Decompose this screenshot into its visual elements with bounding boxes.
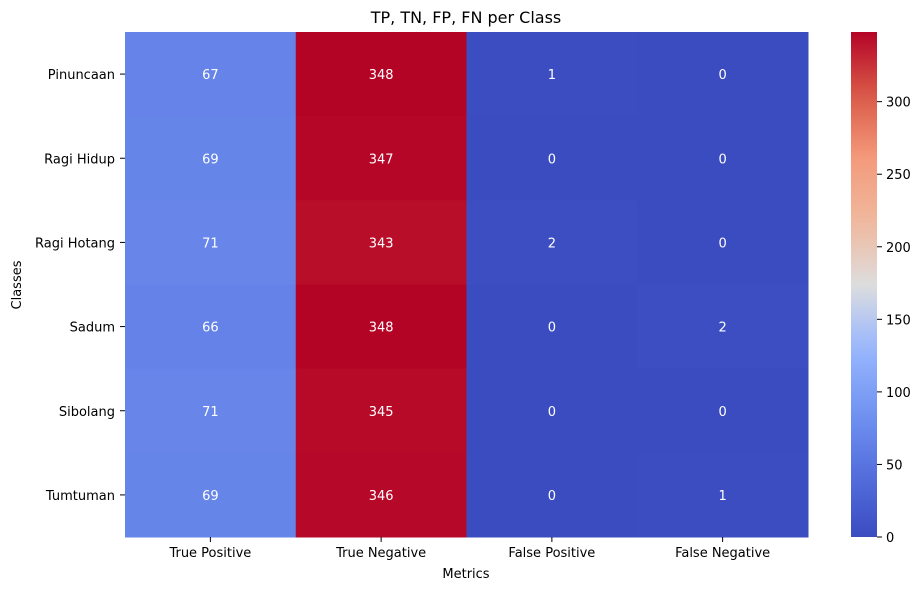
cell-value-label: 2 (548, 236, 556, 251)
heatmap-cell (295, 116, 467, 201)
cell-value-label: 343 (369, 236, 394, 251)
colorbar-tick-label: 200 (886, 241, 911, 256)
heatmap-cell (637, 284, 809, 370)
heatmap-cell-labels: 67 348 1 0 69 347 0 0 71 343 2 0 66 348 0 2 71 345 0 0 69 346… (202, 68, 727, 504)
cell-value-label: 1 (718, 489, 726, 504)
cell-value-label: 66 (202, 321, 219, 336)
cell-value-label: 67 (202, 68, 219, 83)
cell-value-label: 348 (369, 321, 394, 336)
colorbar-gradient (851, 32, 877, 537)
heatmap-cell (125, 452, 297, 538)
heatmap-cell (637, 200, 809, 285)
x-axis: True Positive True Negative False Positive… (168, 537, 770, 561)
heatmap-cell (637, 452, 809, 538)
cell-value-label: 69 (202, 489, 219, 504)
colorbar: 0 50 100 150 200 250 300 (851, 32, 911, 546)
cell-value-label: 348 (369, 68, 394, 83)
cell-value-label: 1 (548, 68, 556, 83)
cell-value-label: 0 (548, 321, 556, 336)
y-tick-label: Ragi Hidup (44, 152, 115, 167)
heatmap-cell (295, 368, 467, 454)
heatmap-cell (637, 116, 809, 201)
colorbar-tick-label: 300 (886, 96, 911, 111)
heatmap-cell (295, 200, 467, 285)
cell-value-label: 0 (548, 489, 556, 504)
cell-value-label: 0 (718, 152, 726, 167)
heatmap-cell (125, 116, 297, 201)
chart-title: TP, TN, FP, FN per Class (370, 8, 562, 27)
y-tick-label: Tumtuman (45, 489, 115, 504)
heatmap-cell (466, 284, 638, 370)
colorbar-tick-label: 250 (886, 168, 911, 183)
heatmap-cell (637, 32, 809, 117)
heatmap-cell (466, 116, 638, 201)
heatmap-cell (125, 284, 297, 370)
colorbar-tick-label: 100 (886, 386, 911, 401)
cell-value-label: 69 (202, 152, 219, 167)
cell-value-label: 71 (202, 405, 219, 420)
cell-value-label: 347 (369, 152, 394, 167)
x-axis-label: Metrics (442, 567, 489, 582)
x-tick-label: False Negative (675, 546, 770, 561)
y-tick-label: Sibolang (59, 405, 115, 420)
cell-value-label: 0 (718, 68, 726, 83)
heatmap-cell (125, 32, 297, 117)
y-tick-label: Sadum (70, 321, 115, 336)
y-axis-label: Classes (10, 260, 25, 309)
colorbar-tick-label: 50 (886, 458, 903, 473)
cell-value-label: 345 (369, 405, 394, 420)
heatmap-cell (295, 32, 467, 117)
x-tick-label: True Negative (335, 546, 426, 561)
cell-value-label: 0 (548, 405, 556, 420)
y-axis: Pinuncaan Ragi Hidup Ragi Hotang Sadum Sibol… (35, 68, 125, 504)
cell-value-label: 346 (369, 489, 394, 504)
cell-value-label: 0 (718, 236, 726, 251)
heatmap-cell (125, 200, 297, 285)
heatmap-cell (637, 368, 809, 454)
cell-value-label: 2 (718, 321, 726, 336)
cell-value-label: 0 (718, 405, 726, 420)
heatmap-cells (125, 32, 809, 538)
heatmap-cell (466, 32, 638, 117)
heatmap-cell (466, 200, 638, 285)
y-tick-label: Ragi Hotang (35, 236, 115, 251)
heatmap-cell (125, 368, 297, 454)
heatmap-cell (466, 368, 638, 454)
cell-value-label: 0 (548, 152, 556, 167)
heatmap-cell (466, 452, 638, 538)
colorbar-tick-label: 0 (886, 531, 894, 546)
x-tick-label: True Positive (168, 546, 251, 561)
colorbar-tick-label: 150 (886, 313, 911, 328)
heatmap-cell (295, 452, 467, 538)
y-tick-label: Pinuncaan (48, 68, 115, 83)
cell-value-label: 71 (202, 236, 219, 251)
x-tick-label: False Positive (508, 546, 595, 561)
heatmap-cell (295, 284, 467, 370)
